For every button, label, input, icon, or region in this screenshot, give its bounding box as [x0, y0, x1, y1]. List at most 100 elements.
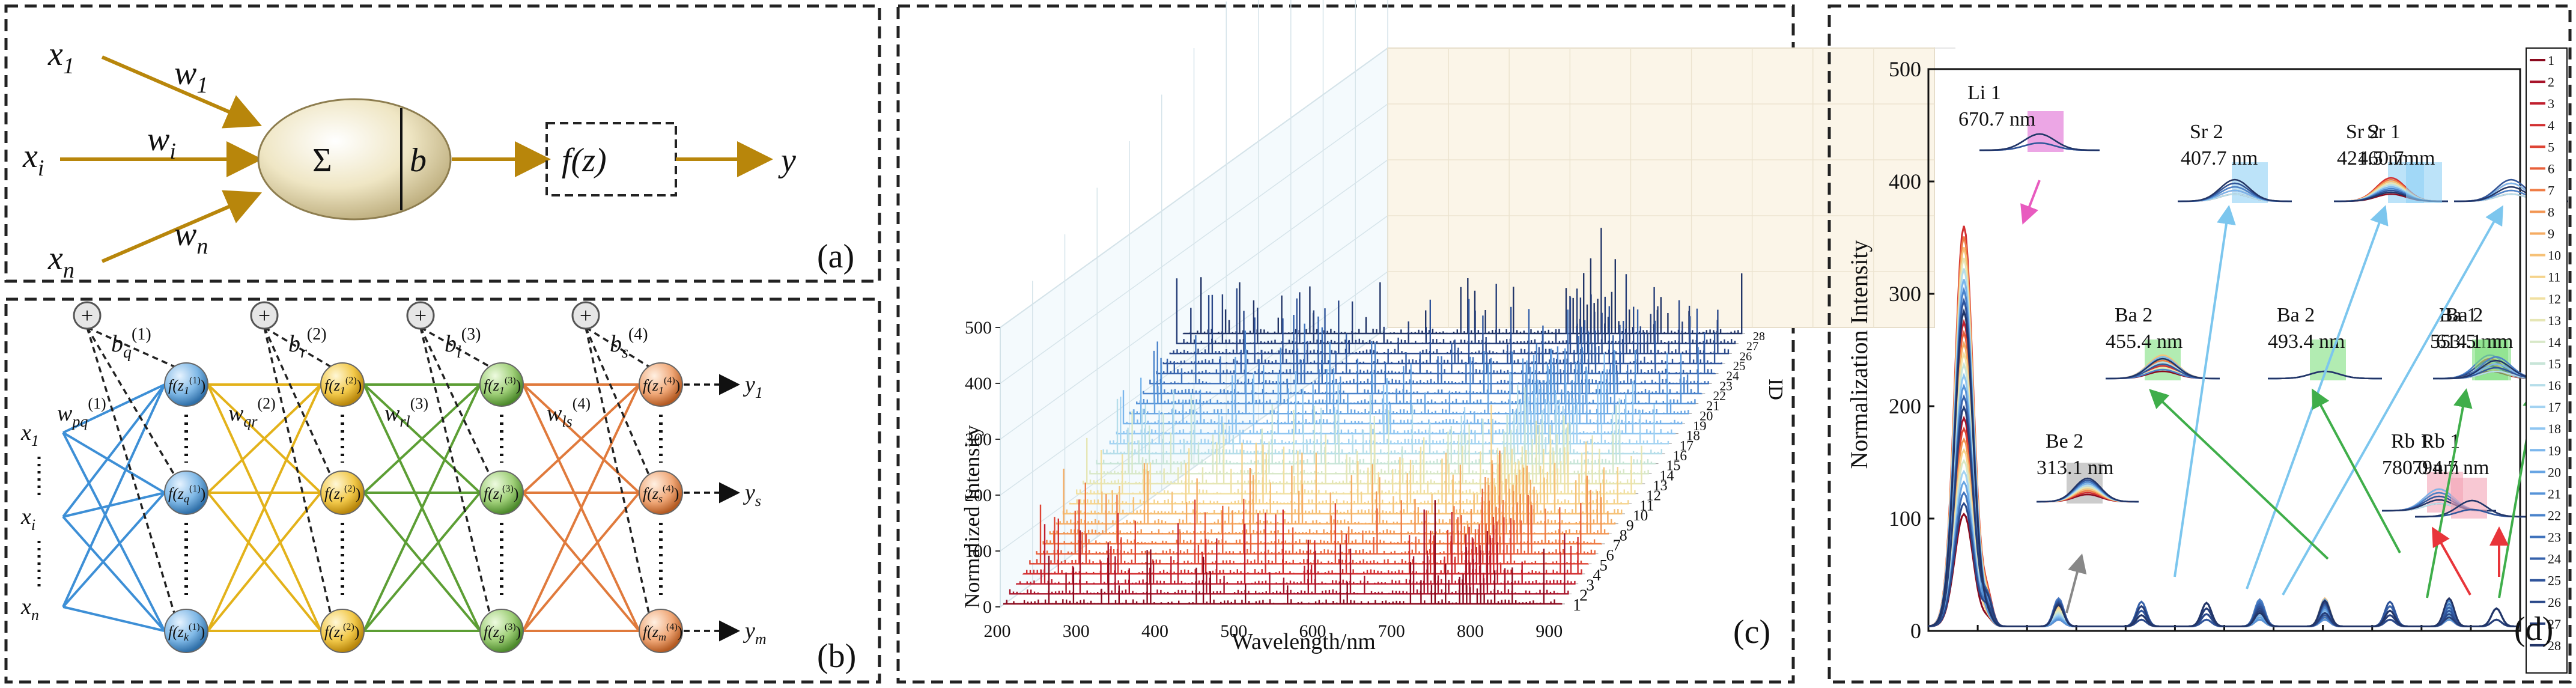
bias-edge-0-2 [86, 327, 175, 613]
panel-c-zlabel: ID [1764, 379, 1787, 400]
weight-label-3: wls(4) [547, 395, 591, 430]
c-idtick-9: 9 [1626, 517, 1634, 534]
inset-arrow-5 [2312, 388, 2401, 553]
edge-l2-2-1 [522, 492, 640, 632]
input-label-2: xn [20, 594, 39, 624]
edge-l2-2-0 [522, 384, 640, 632]
legend-label-8: 8 [2548, 205, 2554, 220]
input-x1: x1 [47, 35, 74, 79]
bias-label-2: bl(3) [445, 325, 481, 362]
bias-node-1 [250, 301, 279, 330]
inset-wl-7: 614.1 nm [2436, 330, 2513, 353]
edge-input-1-1 [62, 492, 165, 518]
bias-edge-2-0 [420, 326, 490, 368]
panel-d-axes: 0 100 200 300 400 500 [1889, 57, 2521, 643]
inset-arrow-3 [2282, 205, 2503, 595]
c-xtick-7: 900 [1536, 621, 1563, 641]
weight-w1: w1 [174, 55, 208, 98]
weight-label-2: wrl(3) [384, 395, 428, 430]
c-ytick-5: 500 [965, 318, 992, 338]
edge-input-0-1 [62, 431, 166, 494]
c-spectrum-1 [1003, 500, 1563, 605]
legend-label-19: 19 [2548, 443, 2561, 458]
neuron-label-1-0: f(z1(2)) [324, 376, 362, 397]
weight-label-0: wpq(1) [57, 395, 106, 430]
inset-highlight-3 [2406, 162, 2442, 203]
inset-wl-2: 421.5 nm [2337, 147, 2414, 169]
input-xi: xi [22, 138, 44, 181]
bias-plus-0: + [81, 303, 93, 327]
legend-label-17: 17 [2548, 400, 2561, 415]
c-ytick-1: 100 [965, 541, 992, 561]
legend-label-7: 7 [2548, 183, 2554, 198]
legend-box [2526, 47, 2568, 674]
bias-edge-3-2 [585, 327, 650, 613]
inset-arrow-0 [2020, 180, 2041, 225]
bias-node-3 [571, 301, 600, 330]
arrow-xn [101, 190, 263, 263]
bias-edge-0-0 [87, 326, 175, 368]
edge-input-2-1 [62, 492, 166, 608]
weight-wn: wn [174, 216, 208, 259]
edge-input-0-0 [62, 383, 165, 434]
c-idtick-10: 10 [1633, 507, 1648, 524]
bias-plus-1: + [258, 303, 270, 327]
c-grid-h-5 [1000, 47, 1388, 328]
inset-arrow-10 [2065, 553, 2087, 613]
inset-arrow-8 [2432, 526, 2471, 595]
neuron-1-0 [320, 362, 365, 407]
d-ytick-0: 0 [1910, 619, 1921, 643]
neuron-0-1 [164, 470, 208, 515]
legend-label-20: 20 [2548, 464, 2561, 479]
neuron-0-0 [164, 362, 208, 407]
c-idtick-18: 18 [1686, 428, 1700, 443]
panel-d-ylabel: Normalization Intensity [1845, 240, 1873, 469]
edge-input-1-0 [62, 383, 166, 518]
inset-wl-3: 460.7 nm [2358, 147, 2435, 169]
legend-label-5: 5 [2548, 139, 2554, 154]
d-curve-4 [1928, 225, 2520, 627]
activation-fn: f(z) [562, 142, 607, 179]
neuron-2-2 [479, 609, 524, 653]
c-spectrum-17 [1109, 383, 1669, 445]
legend-label-24: 24 [2548, 552, 2561, 567]
inset-highlight-10 [2451, 478, 2487, 519]
c-idtick-11: 11 [1639, 498, 1654, 514]
legend-label-9: 9 [2548, 227, 2554, 242]
c-idtick-21: 21 [1706, 398, 1719, 413]
panel-c-box [1000, 0, 1955, 608]
input-xn: xn [47, 240, 74, 283]
neuron-label-3-1: f(zs(4)) [643, 484, 679, 505]
bias-edge-3-1 [585, 327, 650, 475]
panel-b: + bq(1) + br(2) + bl(3) + bs(4) wpq(1) wqr(2) wrl(… [4, 297, 881, 684]
bias-label-1: br(2) [288, 325, 327, 362]
bias-plus-2: + [415, 303, 427, 327]
neuron-label-1-1: f(zr(2)) [324, 484, 360, 505]
inset-wl-4: 455.4 nm [2106, 330, 2183, 353]
d-curve-23 [1928, 491, 2520, 627]
legend-label-2: 2 [2548, 75, 2554, 90]
c-xtick-6: 800 [1457, 621, 1484, 641]
inset-curve-10-27 [2415, 499, 2529, 518]
legend-label-3: 3 [2548, 96, 2554, 111]
inset-name-7: Ba 2 [2445, 304, 2483, 326]
output-label-0: y1 [743, 372, 763, 401]
inset-curve-1-27 [2178, 178, 2292, 202]
edge-l0-1-0 [207, 383, 322, 494]
neuron-0-2 [164, 609, 208, 653]
inset-name-2: Sr 2 [2346, 121, 2380, 143]
input-label-1: xi [20, 504, 35, 534]
inset-wl-5: 493.4 nm [2268, 330, 2345, 353]
bias-plus-3: + [580, 303, 592, 327]
inset-highlight-0 [2028, 111, 2064, 152]
legend-label-10: 10 [2548, 248, 2561, 263]
bias-node-2 [406, 301, 435, 330]
legend-label-14: 14 [2548, 335, 2561, 350]
c-spectrum-12 [1076, 439, 1636, 495]
c-idtick-3: 3 [1586, 576, 1594, 594]
edge-l1-1-0 [363, 383, 481, 494]
edge-input-0-2 [62, 432, 166, 632]
c-xtick-3: 500 [1220, 621, 1247, 641]
panel-d-insets: Li 1 670.7 nm Sr 2 407.7 nm Sr 2 421.5 nm Sr 1… [1958, 82, 2568, 613]
